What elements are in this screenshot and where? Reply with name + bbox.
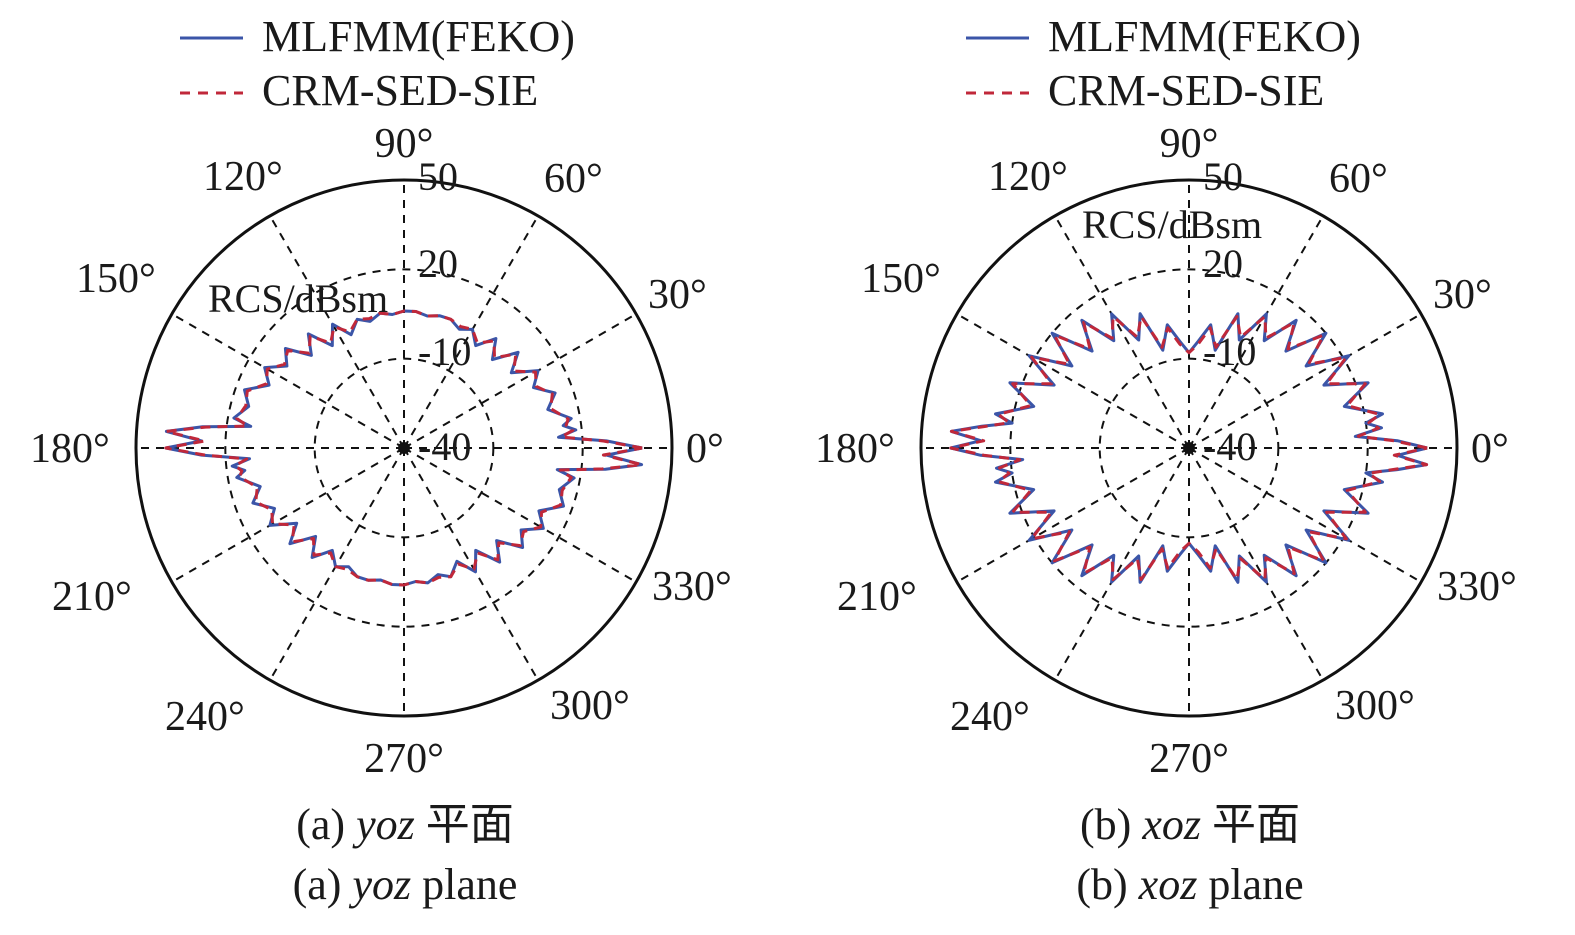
- grid-ring-a: [224, 268, 584, 628]
- caption-a-cn: (a) yoz 平面: [55, 795, 755, 855]
- angle-tick-b-330: 330°: [1437, 564, 1517, 610]
- spoke-a-300: [403, 447, 539, 681]
- series-line-b-crm: [949, 315, 1429, 581]
- legend-b-mlfmm-label: MLFMM(FEKO): [1048, 12, 1361, 61]
- caption-a-cn-var: yoz: [356, 800, 415, 849]
- angle-tick-a-0: 0°: [686, 426, 724, 472]
- angle-tick-b-120: 120°: [988, 154, 1068, 200]
- angle-tick-b-300: 300°: [1335, 683, 1415, 729]
- radial-tick-b-0: -40: [1203, 424, 1256, 469]
- caption-b-en-suffix: plane: [1197, 860, 1304, 909]
- caption-b-en: (b) xoz plane: [840, 855, 1540, 915]
- radial-tick-a-2: 20: [418, 241, 458, 286]
- angle-tick-a-120: 120°: [203, 154, 283, 200]
- angle-tick-b-180: 180°: [815, 426, 895, 472]
- polar-plot-b: 0° 30° 60° 90° 120° 150° 180° 210° 240° 270° 300° 3…: [815, 121, 1517, 782]
- caption-a-cn-prefix: (a): [296, 800, 357, 849]
- angle-tick-a-270: 270°: [364, 736, 444, 782]
- angle-tick-a-300: 300°: [550, 683, 630, 729]
- angle-tick-a-210: 210°: [52, 574, 132, 620]
- caption-b-cn-prefix: (b): [1080, 800, 1143, 849]
- spoke-b-240: [1054, 447, 1190, 681]
- spoke-b-300: [1188, 447, 1324, 681]
- radial-tick-b-2: 20: [1203, 241, 1243, 286]
- angle-tick-a-90: 90°: [375, 121, 434, 167]
- radial-tick-a-0: -40: [418, 424, 471, 469]
- angle-tick-b-90: 90°: [1160, 121, 1219, 167]
- caption-b: (b) xoz 平面 (b) xoz plane: [840, 795, 1540, 915]
- caption-a-cn-suffix: 平面: [414, 800, 514, 849]
- angle-tick-a-330: 330°: [652, 564, 732, 610]
- grid-ring-a: [313, 357, 495, 539]
- spoke-a-120: [269, 215, 405, 449]
- caption-b-cn-suffix: 平面: [1200, 800, 1300, 849]
- angle-tick-a-30: 30°: [648, 272, 707, 318]
- legend-a-mlfmm-label: MLFMM(FEKO): [262, 12, 575, 61]
- spoke-a-240: [269, 447, 405, 681]
- outer-ring-a: [134, 178, 674, 718]
- radial-tick-a-1: -10: [418, 329, 471, 374]
- grid-ring-b: [1098, 357, 1280, 539]
- legend-b-crm-label: CRM-SED-SIE: [1048, 66, 1324, 115]
- center-marker-a: [398, 442, 410, 454]
- angle-tick-b-270: 270°: [1149, 736, 1229, 782]
- radial-tick-a-3: 50: [418, 154, 458, 199]
- caption-b-cn: (b) xoz 平面: [840, 795, 1540, 855]
- angle-tick-a-180: 180°: [30, 426, 110, 472]
- caption-b-cn-var: xoz: [1142, 800, 1201, 849]
- angle-tick-b-0: 0°: [1471, 426, 1509, 472]
- polar-plot-a: 0° 30° 60° 90° 120° 150° 180° 210° 240° 270° 300° 3…: [30, 121, 732, 782]
- angle-tick-b-240: 240°: [950, 694, 1030, 740]
- caption-a-en: (a) yoz plane: [55, 855, 755, 915]
- spoke-a-210: [171, 447, 405, 583]
- radial-tick-b-1: -10: [1203, 329, 1256, 374]
- caption-b-en-prefix: (b): [1076, 860, 1139, 909]
- legend-a: MLFMM(FEKO) CRM-SED-SIE: [180, 12, 575, 115]
- radial-axis-label-b: RCS/dBsm: [1082, 202, 1262, 247]
- center-marker-b: [1183, 442, 1195, 454]
- series-line-a-crm: [164, 309, 644, 587]
- radial-tick-b-3: 50: [1203, 154, 1243, 199]
- caption-a-en-var: yoz: [352, 860, 412, 909]
- angle-tick-b-60: 60°: [1329, 156, 1388, 202]
- grid-ring-b: [1009, 268, 1369, 628]
- legend-b: MLFMM(FEKO) CRM-SED-SIE: [966, 12, 1361, 115]
- angle-tick-b-30: 30°: [1433, 272, 1492, 318]
- angle-tick-b-150: 150°: [861, 256, 941, 302]
- outer-ring-b: [919, 178, 1459, 718]
- angle-tick-a-240: 240°: [165, 694, 245, 740]
- angle-tick-b-210: 210°: [837, 574, 917, 620]
- radial-axis-label-a: RCS/dBsm: [208, 276, 388, 321]
- caption-a-en-prefix: (a): [292, 860, 353, 909]
- angle-tick-a-150: 150°: [76, 256, 156, 302]
- caption-a-en-suffix: plane: [411, 860, 518, 909]
- angle-tick-a-60: 60°: [544, 156, 603, 202]
- spoke-b-120: [1054, 215, 1190, 449]
- caption-a: (a) yoz 平面 (a) yoz plane: [55, 795, 755, 915]
- caption-b-en-var: xoz: [1138, 860, 1198, 909]
- legend-a-crm-label: CRM-SED-SIE: [262, 66, 538, 115]
